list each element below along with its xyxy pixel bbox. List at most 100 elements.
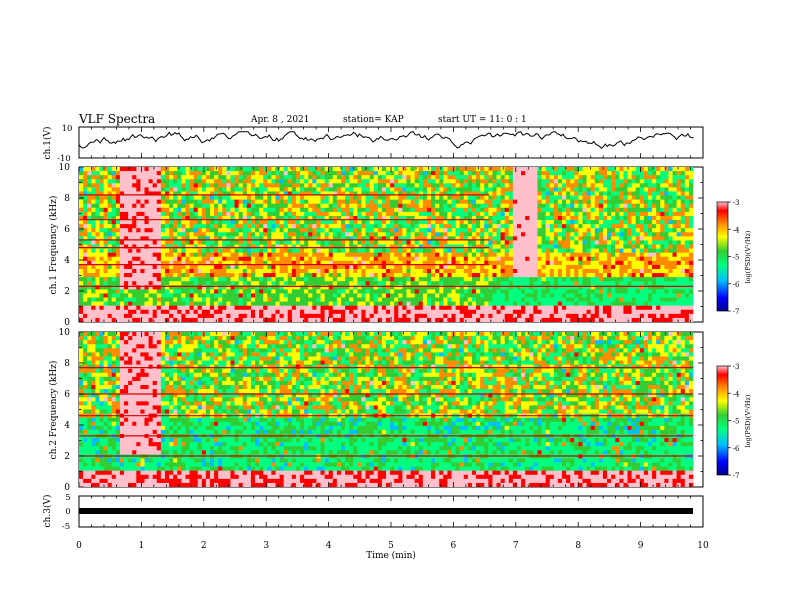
spectrogram-cell xyxy=(431,277,436,282)
spectrogram-cell xyxy=(234,293,239,298)
spectrogram-cell xyxy=(164,252,170,258)
spectrogram-cell xyxy=(459,167,465,172)
spectrogram-cell xyxy=(111,289,117,294)
spectrogram-cell xyxy=(602,211,608,217)
spectrogram-cell xyxy=(173,183,178,188)
spectrogram-cell xyxy=(598,297,604,302)
spectrogram-cell xyxy=(242,175,248,180)
spectrogram-cell xyxy=(557,183,563,188)
spectrogram-cell xyxy=(435,211,440,217)
spectrogram-cell xyxy=(455,281,460,286)
spectrogram-cell xyxy=(390,305,395,311)
spectrogram-cell xyxy=(443,211,448,217)
spectrogram-cell xyxy=(349,244,354,249)
spectrogram-cell xyxy=(426,236,432,241)
spectrogram-cell xyxy=(582,171,587,176)
spectrogram-cell xyxy=(160,179,166,184)
spectrogram-cell xyxy=(426,301,432,306)
spectrogram-cell xyxy=(205,175,211,180)
spectrogram-cell xyxy=(230,232,235,237)
spectrogram-cell xyxy=(504,264,510,270)
spectrogram-cell xyxy=(377,264,383,270)
spectrogram-cell xyxy=(521,228,526,233)
spectrogram-cell xyxy=(537,167,542,172)
spectrogram-cell xyxy=(193,224,199,229)
spectrogram-cell xyxy=(234,273,239,278)
spectrogram-cell xyxy=(394,264,399,270)
spectrogram-cell xyxy=(422,167,428,172)
spectrogram-cell xyxy=(124,175,129,180)
spectrogram-cell xyxy=(549,293,555,298)
spectrogram-cell xyxy=(349,301,354,306)
spectrogram-cell xyxy=(492,268,497,274)
spectrogram-cell xyxy=(398,171,403,176)
spectrogram-cell xyxy=(426,289,432,294)
spectrogram-cell xyxy=(336,285,342,290)
spectrogram-cell xyxy=(582,297,587,302)
spectrogram-cell xyxy=(275,240,280,245)
spectrogram-cell xyxy=(590,167,596,172)
spectrogram-cell xyxy=(136,244,141,249)
spectrogram-cell xyxy=(91,220,96,225)
spectrogram-cell xyxy=(300,211,305,217)
spectrogram-cell xyxy=(516,309,522,315)
spectrogram-cell xyxy=(242,248,248,253)
spectrogram-cell xyxy=(197,277,203,282)
spectrogram-cell xyxy=(91,215,96,221)
spectrogram-cell xyxy=(107,215,113,221)
spectrogram-cell xyxy=(201,268,207,274)
spectrogram-cell xyxy=(480,289,485,294)
spectrogram-cell xyxy=(414,252,420,258)
spectrogram-cell xyxy=(124,191,129,196)
spectrogram-cell xyxy=(431,228,436,233)
spectrogram-cell xyxy=(291,268,297,274)
spectrogram-cell xyxy=(435,207,440,213)
spectrogram-cell xyxy=(246,211,252,217)
spectrogram-cell xyxy=(422,301,428,306)
spectrogram-cell xyxy=(320,228,325,233)
spectrogram-cell xyxy=(164,167,170,172)
spectrogram-cell xyxy=(390,273,395,278)
spectrogram-cell xyxy=(451,264,456,270)
spectrogram-cell xyxy=(107,305,113,311)
spectrogram-cell xyxy=(79,228,84,233)
spectrogram-cell xyxy=(406,273,411,278)
spectrogram-cell xyxy=(439,203,444,209)
spectrogram-cell xyxy=(119,301,125,306)
spectrogram-cell xyxy=(607,195,612,200)
spectrogram-cell xyxy=(316,220,321,225)
spectrogram-cell xyxy=(259,256,264,262)
spectrogram-cell xyxy=(259,195,264,200)
spectrogram-cell xyxy=(242,228,248,233)
spectrogram-cell xyxy=(402,207,407,213)
spectrogram-cell xyxy=(152,252,158,258)
spectrogram-cell xyxy=(87,179,92,184)
spectrogram-cell xyxy=(255,301,260,306)
spectrogram-cell xyxy=(574,293,579,298)
spectrogram-cell xyxy=(365,248,370,253)
spectrogram-cell xyxy=(471,309,477,315)
spectrogram-cell xyxy=(533,260,538,266)
spectrogram-cell xyxy=(533,167,538,172)
spectrogram-cell xyxy=(529,203,534,209)
spectrogram-cell xyxy=(308,236,313,241)
spectrogram-cell xyxy=(570,248,575,253)
spectrogram-cell xyxy=(87,220,92,225)
spectrogram-cell xyxy=(148,191,153,196)
spectrogram-cell xyxy=(516,289,522,294)
spectrogram-cell xyxy=(455,175,460,180)
spectrogram-cell xyxy=(455,171,460,176)
spectrogram-cell xyxy=(300,228,305,233)
spectrogram-cell xyxy=(521,305,526,311)
spectrogram-cell xyxy=(570,277,575,282)
spectrogram-cell xyxy=(156,305,162,311)
spectrogram-cell xyxy=(91,305,96,311)
spectrogram-cell xyxy=(410,273,415,278)
spectrogram-cell xyxy=(218,199,223,205)
spectrogram-cell xyxy=(156,203,162,209)
spectrogram-cell xyxy=(390,183,395,188)
spectrogram-cell xyxy=(197,207,203,213)
spectrogram-cell xyxy=(361,264,366,270)
spectrogram-cell xyxy=(594,264,600,270)
spectrogram-cell xyxy=(373,199,379,205)
